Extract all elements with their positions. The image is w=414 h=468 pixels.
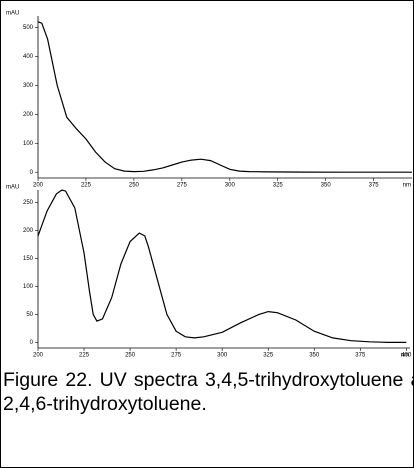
y-axis-label: mAU <box>6 185 19 191</box>
x-tick-label: 325 <box>263 353 274 359</box>
x-axis-label: nm <box>401 353 409 359</box>
x-axis-label: nm <box>403 183 411 189</box>
y-tick-label: 200 <box>23 228 34 234</box>
y-tick-label: 500 <box>23 25 34 31</box>
x-tick-label: 375 <box>369 183 380 189</box>
x-tick-label: 350 <box>309 353 320 359</box>
x-tick-label: 400 <box>401 353 412 359</box>
y-axis-label: mAU <box>6 11 19 17</box>
y-tick-label: 200 <box>23 112 34 118</box>
spectrum-line <box>37 189 407 343</box>
x-tick-label: 275 <box>177 183 188 189</box>
y-tick-label: 300 <box>23 83 34 89</box>
x-tick-label: 250 <box>129 183 140 189</box>
x-tick-label: 225 <box>79 353 90 359</box>
x-tick-label: 300 <box>217 353 228 359</box>
x-tick-label: 200 <box>33 183 44 189</box>
x-tick-label: 200 <box>33 353 44 359</box>
y-tick-label: 50 <box>26 312 33 318</box>
x-tick-label: 325 <box>273 183 284 189</box>
caption: Figure 22. UV spectra 3,4,5-trihydroxyto… <box>3 369 414 415</box>
x-tick-label: 250 <box>125 353 136 359</box>
x-tick-label: 225 <box>81 183 92 189</box>
y-tick-label: 0 <box>30 340 34 346</box>
x-tick-label: 300 <box>225 183 236 189</box>
y-tick-label: 150 <box>23 256 34 262</box>
x-tick-label: 350 <box>321 183 332 189</box>
y-tick-label: 100 <box>23 141 34 147</box>
spectrum-line <box>37 21 412 173</box>
x-tick-label: 375 <box>355 353 366 359</box>
x-tick-label: 275 <box>171 353 182 359</box>
y-tick-label: 100 <box>23 284 34 290</box>
y-tick-label: 0 <box>30 170 34 176</box>
y-tick-label: 400 <box>23 54 34 60</box>
y-tick-label: 250 <box>23 200 34 206</box>
